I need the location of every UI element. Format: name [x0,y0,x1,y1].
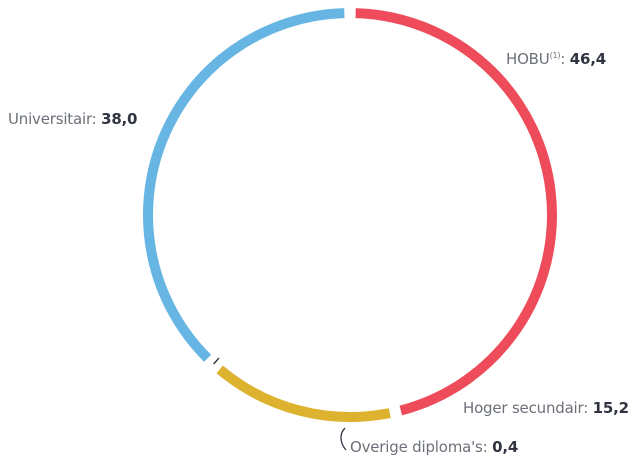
slice-universitair [143,8,345,362]
small-slice-callout-arrow [340,427,347,451]
label-universitair: Universitair: 38,0 [8,110,138,128]
label-overige-value: 0,4 [492,438,519,456]
label-hobu: HOBU(1): 46,4 [506,50,606,68]
slice-hobu [355,8,557,416]
label-universitair-value: 38,0 [101,110,138,128]
label-hoger-secundair-name: Hoger secundair [463,399,584,417]
label-hobu-name: HOBU [506,50,550,68]
slice-hoger-secundair [216,365,391,422]
label-hoger-secundair-value: 15,2 [592,399,629,417]
label-universitair-name: Universitair [8,110,92,128]
label-hobu-footnote: (1) [549,51,561,60]
label-hobu-value: 46,4 [569,50,606,68]
label-overige-name: Overige diploma's [350,438,483,456]
label-hoger-secundair: Hoger secundair: 15,2 [463,399,629,417]
slice-overige-diploma-s [213,357,220,365]
label-overige: Overige diploma's: 0,4 [350,438,519,456]
